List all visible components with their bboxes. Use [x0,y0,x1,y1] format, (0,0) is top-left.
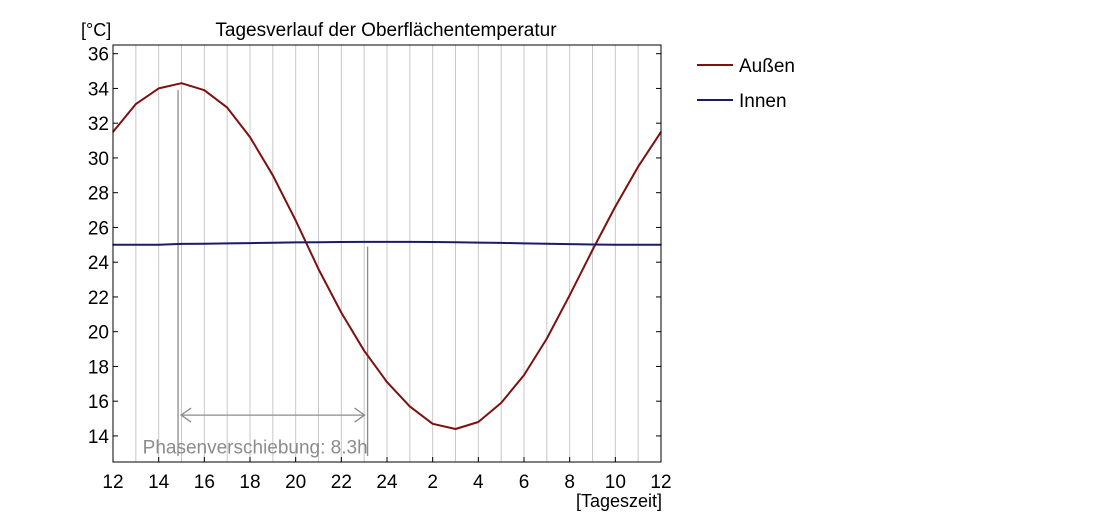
y-tick-label: 24 [88,253,110,274]
x-axis-label: [Tageszeit] [576,491,662,511]
legend-label: Außen [739,56,795,77]
data-point-aussen [317,268,320,270]
data-point-aussen [409,405,411,408]
data-point-aussen [386,381,388,383]
chart-title: Tagesverlauf der Oberflächentemperatur [215,20,557,41]
data-point-aussen [294,219,297,222]
y-tick-label: 16 [88,392,109,413]
x-tick-label: 8 [564,472,575,493]
legend: Außen Innen [697,56,795,112]
y-tick-label: 32 [88,114,109,135]
x-tick-label: 12 [102,472,123,493]
y-tick-label: 14 [88,427,110,448]
data-point-innen [386,241,388,243]
x-tick-label: 12 [650,472,671,493]
data-point-innen [614,244,617,246]
y-tick-label: 34 [88,79,110,100]
y-tick-label: 26 [88,218,109,239]
data-point-aussen [568,294,571,297]
y-tick-label: 28 [88,184,109,205]
data-point-aussen [477,421,480,423]
x-tick-label: 18 [239,472,260,493]
data-point-aussen [614,205,617,208]
x-tick-label: 6 [519,472,530,493]
data-point-innen [294,241,297,244]
data-point-innen [203,242,206,245]
y-tick-label: 18 [88,357,109,378]
x-tick-label: 2 [427,472,438,493]
data-point-aussen [363,350,365,352]
data-point-aussen [637,165,639,168]
x-tick-label: 10 [605,472,626,493]
annotation-arrow-head-right [354,407,366,423]
data-point-innen [546,242,548,245]
data-point-innen [272,241,274,244]
annotation-text: Phasenverschiebung: 8.3h [143,437,368,458]
data-point-aussen [546,337,548,340]
x-tick-label: 22 [331,472,352,493]
data-point-innen [568,243,571,245]
x-tick-label: 24 [376,472,398,493]
data-point-aussen [454,428,457,430]
data-point-aussen [180,82,183,85]
data-point-innen [591,243,594,246]
data-point-innen [317,241,320,244]
data-point-innen [500,242,502,244]
data-point-aussen [272,174,274,177]
y-tick-label: 20 [88,323,109,344]
x-tick-label: 4 [473,472,484,493]
y-axis-label: [°C] [81,20,111,40]
data-point-innen [180,243,183,245]
x-tick-label: 14 [148,472,170,493]
data-point-innen [135,244,137,246]
data-point-aussen [157,87,160,90]
y-tick-label: 30 [88,149,109,170]
data-point-innen [637,244,639,246]
x-tick-label: 20 [285,472,306,493]
data-point-aussen [340,311,343,314]
data-point-innen [226,242,228,245]
data-point-aussen [226,106,228,109]
annotation-arrow-head-left [179,407,192,423]
data-point-innen [477,241,480,244]
data-point-aussen [135,103,137,105]
data-point-innen [363,241,365,243]
y-tick-label: 36 [88,45,109,66]
grid-layer [135,45,639,462]
data-point-aussen [431,422,434,425]
annotation-layer: Phasenverschiebung: 8.3h [143,90,369,458]
legend-label: Innen [739,91,787,112]
data-point-innen [409,241,411,243]
data-point-innen [523,242,525,245]
data-point-innen [431,241,434,243]
data-point-aussen [523,374,525,376]
data-point-innen [157,244,160,246]
data-point-aussen [591,249,594,251]
x-tick-label: 16 [194,472,215,493]
data-point-aussen [249,136,251,138]
data-point-innen [340,241,343,243]
data-point-aussen [500,402,502,404]
data-point-innen [249,242,251,244]
y-tick-label: 22 [88,288,109,309]
data-point-aussen [203,89,206,91]
data-point-innen [454,241,457,244]
